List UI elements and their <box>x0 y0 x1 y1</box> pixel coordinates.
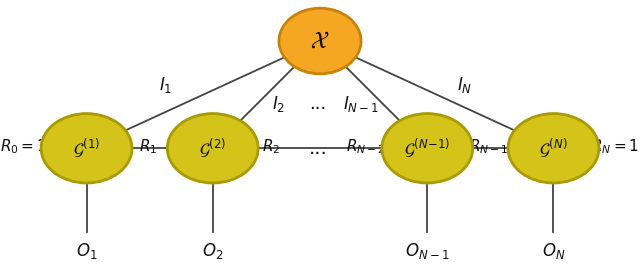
Ellipse shape <box>508 114 599 183</box>
Text: ...: ... <box>308 139 328 158</box>
Text: $R_1$: $R_1$ <box>139 137 157 156</box>
Text: $O_2$: $O_2$ <box>202 241 223 261</box>
Ellipse shape <box>279 8 361 74</box>
Ellipse shape <box>41 114 132 183</box>
Text: $\mathcal{G}^{(1)}$: $\mathcal{G}^{(1)}$ <box>73 137 100 160</box>
Text: $O_1$: $O_1$ <box>76 241 97 261</box>
Text: $\mathcal{G}^{(N\!-\!1)}$: $\mathcal{G}^{(N\!-\!1)}$ <box>404 137 451 160</box>
Text: $I_2$: $I_2$ <box>273 94 285 114</box>
Ellipse shape <box>382 114 473 183</box>
Text: $\mathcal{X}$: $\mathcal{X}$ <box>310 29 330 53</box>
Text: $R_2$: $R_2$ <box>262 137 280 156</box>
Text: $O_N$: $O_N$ <box>541 241 565 261</box>
Text: $O_{N-1}$: $O_{N-1}$ <box>405 241 449 261</box>
Text: $R_0=1$: $R_0=1$ <box>0 137 47 156</box>
Text: $I_1$: $I_1$ <box>159 75 172 95</box>
Ellipse shape <box>167 114 258 183</box>
Text: $R_{N-2}$: $R_{N-2}$ <box>346 137 386 156</box>
Text: $I_N$: $I_N$ <box>458 75 473 95</box>
Text: ...: ... <box>310 95 327 113</box>
Text: $\mathcal{G}^{(2)}$: $\mathcal{G}^{(2)}$ <box>199 137 227 160</box>
Text: $\mathcal{G}^{(N)}$: $\mathcal{G}^{(N)}$ <box>539 137 568 160</box>
Text: $R_N=1$: $R_N=1$ <box>591 137 639 156</box>
Text: $R_{N-1}$: $R_{N-1}$ <box>469 137 509 156</box>
Text: $I_{N-1}$: $I_{N-1}$ <box>343 94 379 114</box>
